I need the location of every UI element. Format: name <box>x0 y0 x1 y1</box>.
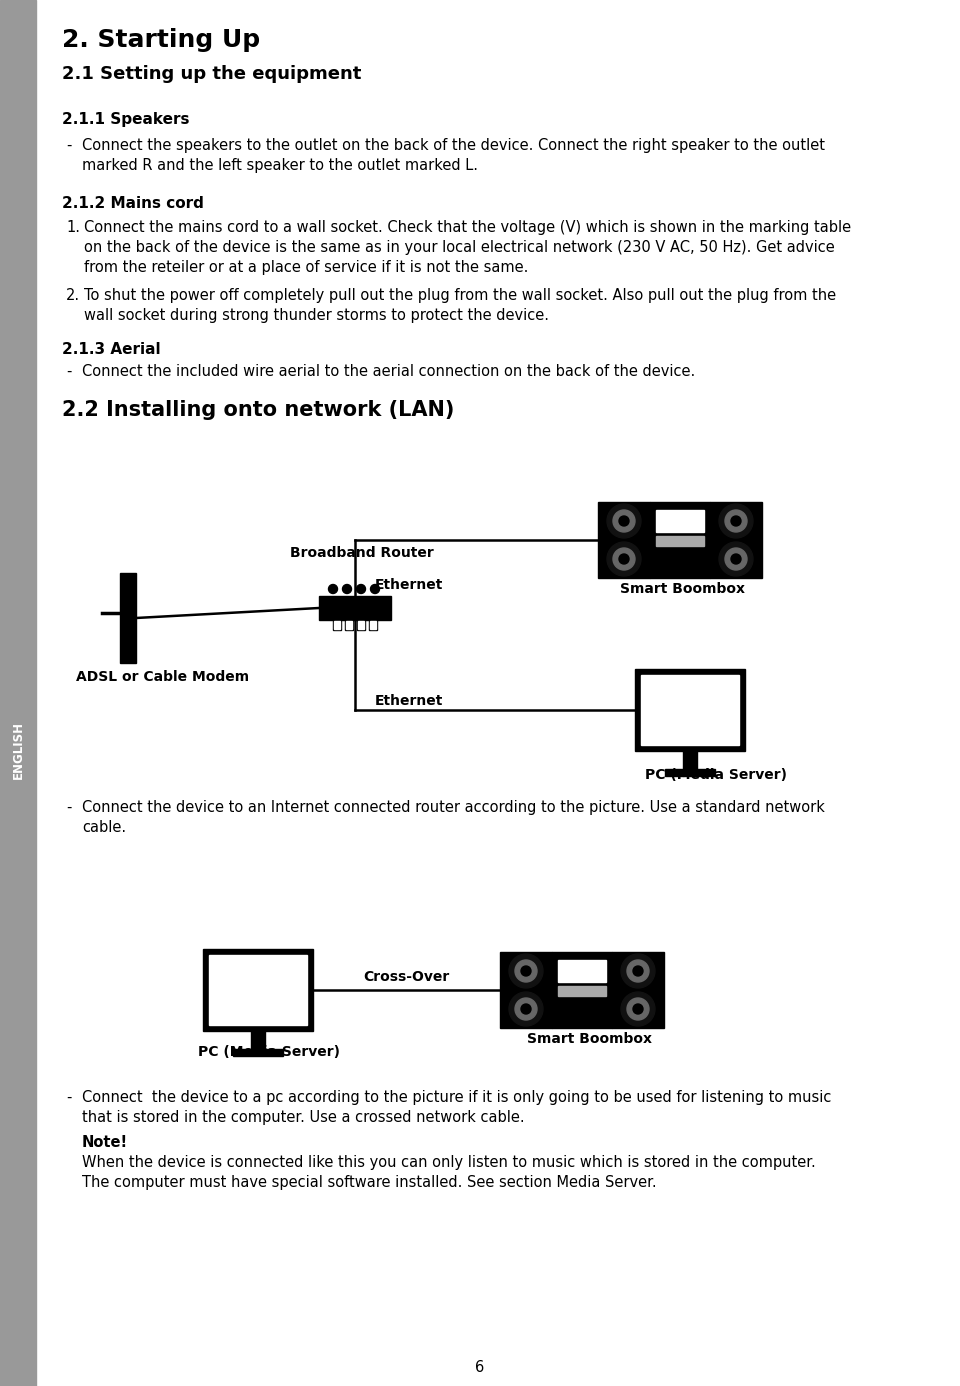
Circle shape <box>719 542 753 577</box>
Bar <box>641 675 739 746</box>
Bar <box>120 572 136 663</box>
Bar <box>346 621 352 629</box>
Circle shape <box>343 585 351 593</box>
Text: 1.: 1. <box>66 220 80 236</box>
Bar <box>358 621 364 629</box>
Circle shape <box>621 954 655 988</box>
Text: -: - <box>66 800 71 815</box>
Circle shape <box>515 960 537 983</box>
Circle shape <box>607 505 641 538</box>
Bar <box>656 536 704 546</box>
Bar <box>612 952 664 1028</box>
Text: Connect the device to an Internet connected router according to the picture. Use: Connect the device to an Internet connec… <box>82 800 825 834</box>
Circle shape <box>613 510 635 532</box>
Bar <box>209 955 307 1026</box>
Text: -: - <box>66 1089 71 1105</box>
Bar <box>357 620 365 631</box>
Text: Ethernet: Ethernet <box>375 578 444 592</box>
Bar <box>0 0 36 1386</box>
Text: Smart Boombox: Smart Boombox <box>620 582 745 596</box>
Text: Connect the included wire aerial to the aerial connection on the back of the dev: Connect the included wire aerial to the … <box>82 365 695 378</box>
Circle shape <box>633 966 643 976</box>
Circle shape <box>725 547 747 570</box>
Circle shape <box>509 992 543 1026</box>
Bar <box>345 620 353 631</box>
Bar <box>319 596 391 620</box>
Bar <box>370 621 376 629</box>
Bar <box>369 620 377 631</box>
Bar <box>598 502 650 578</box>
Bar <box>203 949 313 1031</box>
Text: When the device is connected like this you can only listen to music which is sto: When the device is connected like this y… <box>82 1155 816 1189</box>
Circle shape <box>613 547 635 570</box>
Text: Cross-Over: Cross-Over <box>364 970 449 984</box>
Text: Connect the speakers to the outlet on the back of the device. Connect the right : Connect the speakers to the outlet on th… <box>82 139 825 173</box>
Text: Ethernet: Ethernet <box>375 694 444 708</box>
Circle shape <box>509 954 543 988</box>
Text: Smart Boombox: Smart Boombox <box>527 1033 652 1046</box>
Bar <box>552 952 612 1028</box>
Circle shape <box>627 998 649 1020</box>
Bar <box>500 952 552 1028</box>
Bar <box>665 769 715 776</box>
Text: 2.: 2. <box>66 288 80 304</box>
Text: ADSL or Cable Modem: ADSL or Cable Modem <box>76 669 250 685</box>
Text: PC (Media Server): PC (Media Server) <box>198 1045 340 1059</box>
Bar <box>656 510 704 532</box>
Circle shape <box>719 505 753 538</box>
Bar <box>233 1049 283 1056</box>
Text: 2. Starting Up: 2. Starting Up <box>62 28 260 53</box>
Text: Broadband Router: Broadband Router <box>290 546 434 560</box>
Text: -: - <box>66 139 71 152</box>
Circle shape <box>521 1003 531 1015</box>
Bar <box>251 1031 265 1049</box>
Circle shape <box>619 554 629 564</box>
Circle shape <box>731 516 741 527</box>
Bar <box>558 960 606 983</box>
Circle shape <box>328 585 338 593</box>
Circle shape <box>619 516 629 527</box>
Bar <box>334 621 340 629</box>
Text: 2.1 Setting up the equipment: 2.1 Setting up the equipment <box>62 65 361 83</box>
Circle shape <box>621 992 655 1026</box>
Bar <box>683 751 697 769</box>
Circle shape <box>725 510 747 532</box>
Text: Note!: Note! <box>82 1135 128 1150</box>
Text: PC (Media Server): PC (Media Server) <box>645 768 787 782</box>
Bar <box>710 502 762 578</box>
Circle shape <box>607 542 641 577</box>
Text: -: - <box>66 365 71 378</box>
Text: 6: 6 <box>475 1360 485 1375</box>
Text: 2.1.3 Aerial: 2.1.3 Aerial <box>62 342 160 358</box>
Circle shape <box>731 554 741 564</box>
Circle shape <box>356 585 366 593</box>
Text: To shut the power off completely pull out the plug from the wall socket. Also pu: To shut the power off completely pull ou… <box>84 288 836 323</box>
Text: 2.1.1 Speakers: 2.1.1 Speakers <box>62 112 189 128</box>
Circle shape <box>633 1003 643 1015</box>
Bar <box>635 669 745 751</box>
Bar <box>333 620 341 631</box>
Bar <box>650 502 710 578</box>
Circle shape <box>515 998 537 1020</box>
Text: Connect  the device to a pc according to the picture if it is only going to be u: Connect the device to a pc according to … <box>82 1089 831 1125</box>
Circle shape <box>627 960 649 983</box>
Text: 2.1.2 Mains cord: 2.1.2 Mains cord <box>62 195 204 211</box>
Circle shape <box>371 585 379 593</box>
Text: 2.2 Installing onto network (LAN): 2.2 Installing onto network (LAN) <box>62 401 454 420</box>
Bar <box>558 985 606 997</box>
Circle shape <box>521 966 531 976</box>
Text: Connect the mains cord to a wall socket. Check that the voltage (V) which is sho: Connect the mains cord to a wall socket.… <box>84 220 852 274</box>
Text: ENGLISH: ENGLISH <box>12 721 25 779</box>
